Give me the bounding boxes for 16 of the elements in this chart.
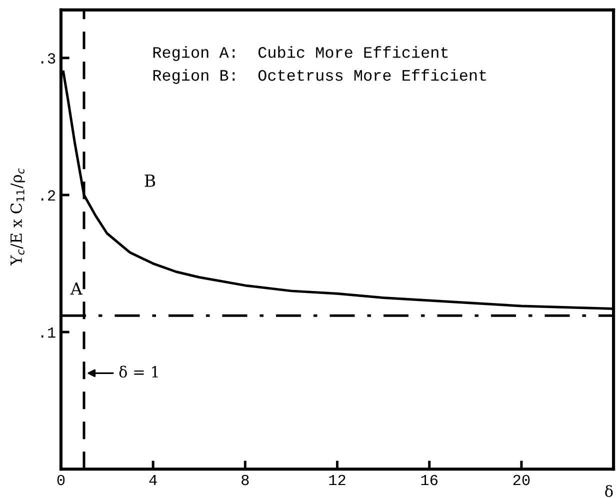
ref-line-label: δ = 1 xyxy=(119,366,158,378)
annotation: B xyxy=(144,174,156,187)
y-tick-label: .1 xyxy=(41,328,56,338)
x-tick-label: 16 xyxy=(421,474,438,486)
x-tick-label: 4 xyxy=(149,474,157,486)
x-tick-label: 8 xyxy=(242,474,249,486)
y-tick-label: .3 xyxy=(41,53,56,64)
annotation: A xyxy=(70,282,83,295)
x-axis-title: δ xyxy=(605,485,613,498)
x-tick-label: 0 xyxy=(57,474,65,486)
annotation: Region B: Octetruss More Efficient xyxy=(153,69,486,84)
annotation: Region A: Cubic More Efficient xyxy=(153,46,448,62)
x-tick-label: 20 xyxy=(513,474,530,486)
y-axis-title: Y$_{c}$/E x C$_{11}$/ρ$_{c}$ xyxy=(10,168,25,266)
x-tick-label: 12 xyxy=(329,474,346,486)
y-tick-label: .2 xyxy=(41,190,56,201)
